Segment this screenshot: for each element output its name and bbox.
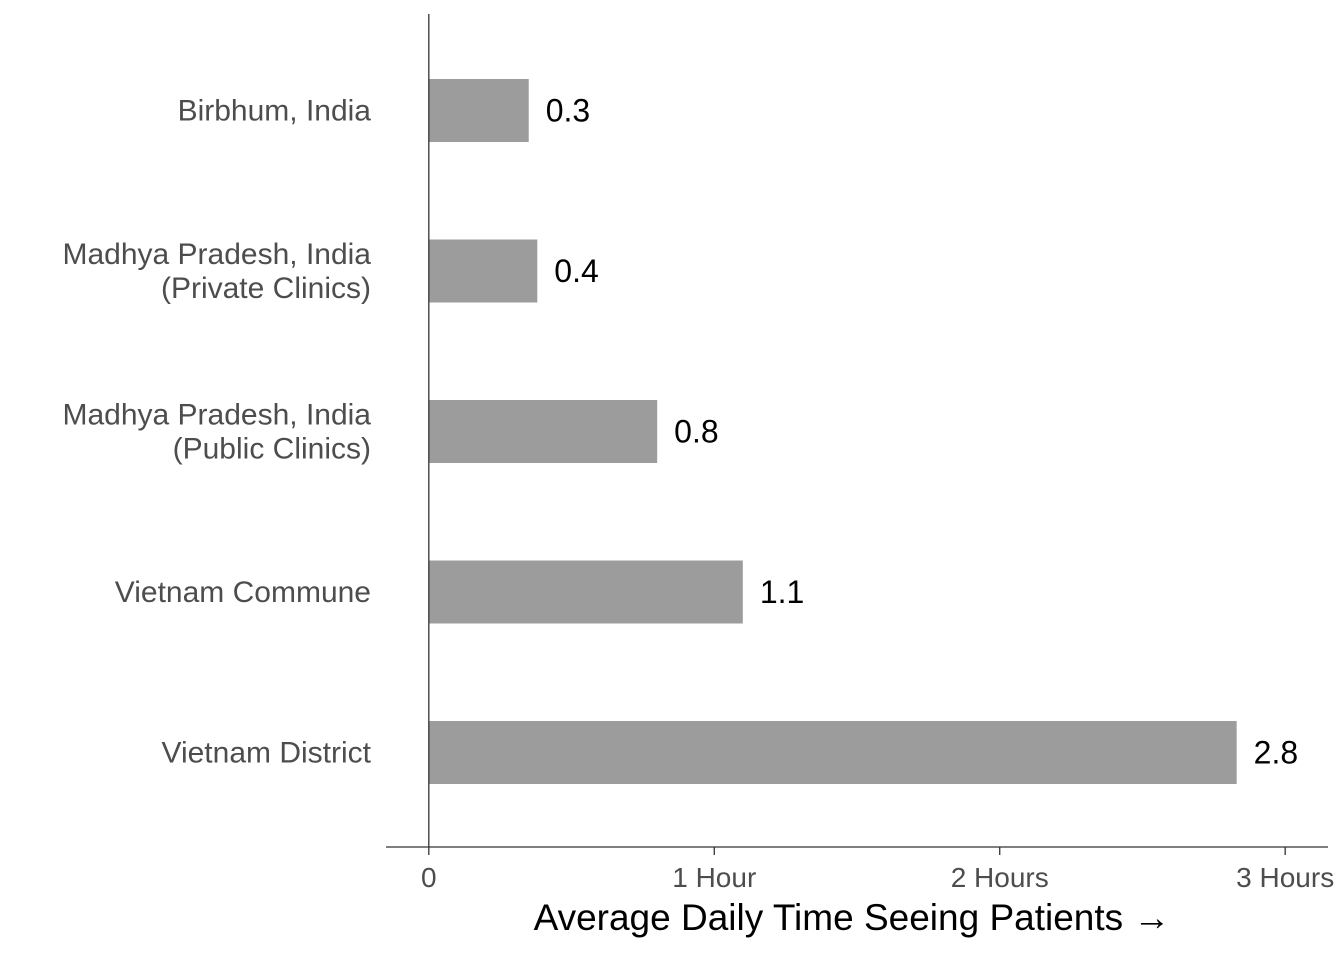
category-label-2: Madhya Pradesh, India (Public Clinics): [62, 399, 371, 466]
value-label-2: 0.8: [674, 414, 718, 450]
category-label-line: Vietnam Commune: [115, 576, 371, 609]
bar-2: [428, 400, 658, 463]
value-label-3: 1.1: [760, 574, 804, 610]
category-label-line: Madhya Pradesh, India: [62, 399, 371, 432]
category-label-0: Birbhum, India: [178, 95, 372, 128]
x-tick-label-3: 3 Hours: [1236, 862, 1334, 893]
x-tick-label-1: 1 Hour: [672, 862, 756, 893]
category-label-line: (Public Clinics): [173, 433, 371, 466]
bar-3: [428, 560, 743, 624]
bar-1: [428, 239, 538, 303]
bar-0: [428, 79, 529, 142]
category-label-line: Madhya Pradesh, India: [62, 238, 371, 271]
value-label-1: 0.4: [554, 253, 598, 289]
value-label-0: 0.3: [546, 93, 590, 129]
x-tick-label-2: 2 Hours: [951, 862, 1049, 893]
bar-4: [428, 721, 1237, 784]
bars-group: [428, 79, 1237, 784]
x-tick-label-0: 0: [421, 862, 437, 893]
category-label-line: Birbhum, India: [178, 95, 372, 128]
category-label-1: Madhya Pradesh, India (Private Clinics): [62, 238, 371, 305]
x-axis-title: Average Daily Time Seeing Patients →: [534, 897, 1171, 938]
category-label-3: Vietnam Commune: [115, 576, 371, 609]
category-label-line: Vietnam District: [161, 737, 371, 770]
x-axis-ticks: 0 1 Hour 2 Hours 3 Hours: [421, 847, 1334, 893]
value-labels: 0.3 0.4 0.8 1.1 2.8: [546, 93, 1298, 771]
category-label-4: Vietnam District: [161, 737, 371, 770]
value-label-4: 2.8: [1254, 735, 1298, 771]
category-label-line: (Private Clinics): [161, 272, 371, 305]
